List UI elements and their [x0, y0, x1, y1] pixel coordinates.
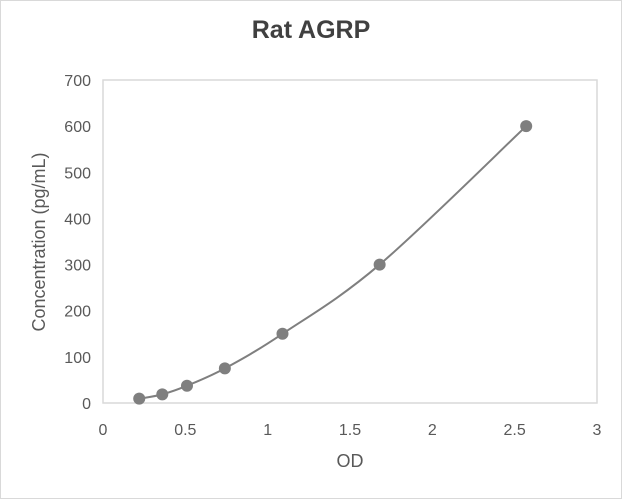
y-tick-label: 0 — [82, 396, 91, 413]
data-point — [520, 120, 533, 133]
x-tick-label: 1.5 — [339, 422, 361, 439]
y-tick-label: 300 — [64, 258, 91, 275]
x-axis-label: OD — [337, 451, 364, 471]
y-tick-label: 100 — [64, 350, 91, 367]
y-tick-label: 200 — [64, 304, 91, 321]
data-point — [373, 258, 386, 271]
x-tick-label: 1 — [263, 422, 272, 439]
y-tick-label: 600 — [64, 119, 91, 136]
y-tick-label: 400 — [64, 211, 91, 228]
chart-title: Rat AGRP — [251, 16, 371, 44]
axes — [102, 79, 598, 404]
data-points — [133, 120, 533, 405]
data-point — [276, 327, 289, 340]
data-point — [133, 392, 146, 405]
data-point — [218, 362, 231, 375]
x-tick-label: 2 — [428, 422, 437, 439]
y-tick-label: 700 — [64, 73, 91, 90]
x-tick-label: 0 — [99, 422, 108, 439]
x-tick-label: 0.5 — [174, 422, 196, 439]
x-tick-label: 2.5 — [504, 422, 526, 439]
x-tick-label: 3 — [593, 422, 602, 439]
y-tick-label: 500 — [64, 165, 91, 182]
data-point — [180, 379, 193, 392]
y-axis-label: Concentration (pg/mL) — [29, 152, 49, 331]
trend-curve — [139, 125, 527, 400]
tick-labels: 0 0.5 1 1.5 2 2.5 3 0 100 200 300 400 500 600 700 — [64, 73, 601, 439]
data-point — [156, 388, 169, 401]
